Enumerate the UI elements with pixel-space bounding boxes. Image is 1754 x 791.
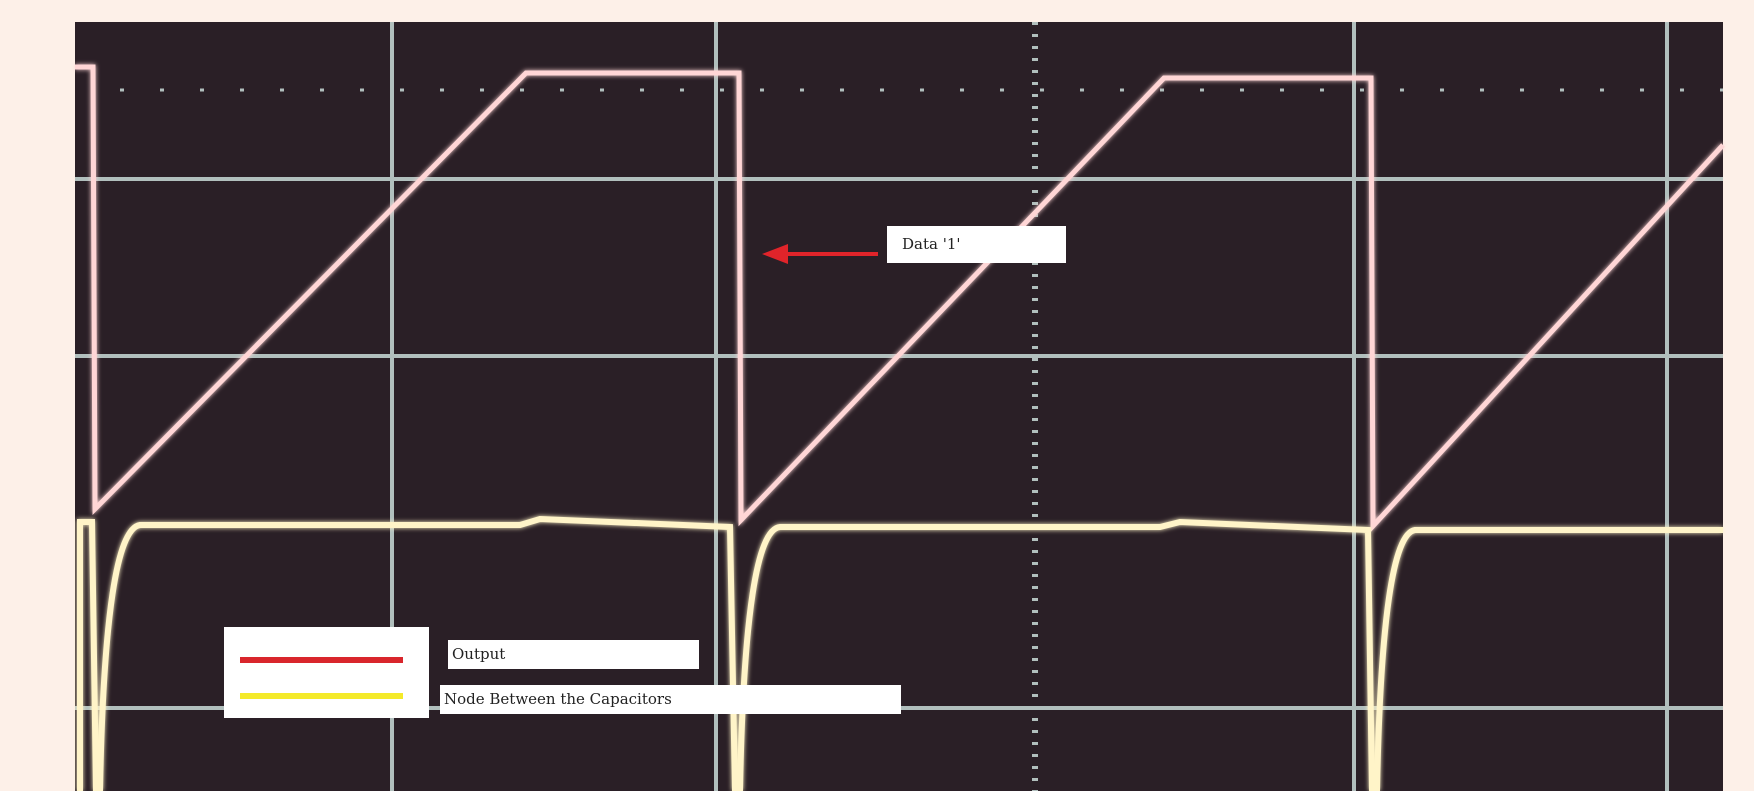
scope-image: Data '1' Output Node Between the Capacit…	[0, 0, 1754, 791]
page: {"annotation": {"label": "Data '1'"}, "l…	[0, 0, 1754, 791]
legend-box	[224, 627, 429, 718]
annotation-label: Data '1'	[902, 235, 961, 253]
legend-label: Node Between the Capacitors	[444, 690, 672, 708]
legend-label: Output	[452, 645, 505, 663]
